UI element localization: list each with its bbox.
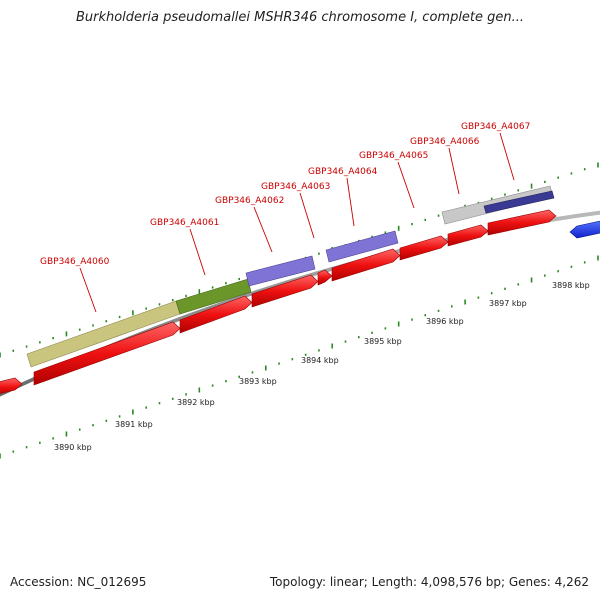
leader-line	[299, 192, 315, 239]
feature-track	[26, 185, 555, 368]
topology-stats: Topology: linear; Length: 4,098,576 bp; …	[269, 575, 589, 589]
leader-line	[189, 228, 206, 276]
leader-line	[499, 132, 515, 181]
gene-arrow-a4065[interactable]	[399, 235, 449, 261]
kbp-label: 3892 kbp	[177, 398, 215, 407]
kbp-label: 3897 kbp	[489, 299, 527, 308]
leader-lines	[79, 132, 515, 313]
feature-bar-green[interactable]	[175, 278, 252, 315]
gene-labels: GBP346_A4060 GBP346_A4061 GBP346_A4062 GBP3…	[40, 122, 530, 267]
leader-line	[346, 177, 355, 227]
gene-arrow-a4061[interactable]	[179, 295, 253, 334]
gene-arrow-a4062[interactable]	[251, 274, 319, 308]
leader-line	[397, 161, 415, 209]
leader-line	[448, 147, 460, 195]
feature-bar-navy[interactable]	[483, 190, 555, 214]
gene-label[interactable]: GBP346_A4067	[461, 122, 530, 132]
gene-arrow-a4066[interactable]	[447, 224, 489, 247]
gene-arrow-a4060[interactable]	[33, 321, 181, 386]
gene-label[interactable]: GBP346_A4060	[40, 257, 110, 267]
feature-bar-purple-2[interactable]	[325, 230, 399, 263]
accession-label: Accession: NC_012695	[10, 575, 147, 589]
lower-ruler	[0, 255, 599, 459]
gene-track	[0, 209, 600, 396]
gene-arrow-reverse[interactable]	[569, 220, 600, 239]
gene-label[interactable]: GBP346_A4063	[261, 182, 330, 192]
feature-bar-purple-1[interactable]	[245, 255, 316, 287]
kbp-labels: 3890 kbp 3891 kbp 3892 kbp 3893 kbp 3894 kbp…	[54, 281, 590, 452]
gene-arrow-a4067[interactable]	[487, 209, 557, 236]
leader-line	[79, 267, 97, 313]
gene-label[interactable]: GBP346_A4064	[308, 167, 378, 177]
kbp-label: 3896 kbp	[426, 317, 464, 326]
gene-label[interactable]: GBP346_A4062	[215, 196, 284, 206]
map-title: Burkholderia pseudomallei MSHR346 chromo…	[75, 10, 525, 25]
kbp-label: 3895 kbp	[364, 337, 402, 346]
gene-label[interactable]: GBP346_A4066	[410, 137, 480, 147]
gene-arrow-a4064[interactable]	[331, 248, 401, 282]
gene-arrow-a4059[interactable]	[0, 377, 23, 396]
kbp-label: 3891 kbp	[115, 420, 153, 429]
leader-line	[253, 206, 273, 253]
kbp-label: 3894 kbp	[301, 356, 339, 365]
gene-arrow-a4063[interactable]	[317, 269, 333, 286]
gene-label[interactable]: GBP346_A4065	[359, 151, 428, 161]
kbp-label: 3893 kbp	[239, 377, 277, 386]
kbp-label: 3898 kbp	[552, 281, 590, 290]
kbp-label: 3890 kbp	[54, 443, 92, 452]
gene-label[interactable]: GBP346_A4061	[150, 218, 219, 228]
